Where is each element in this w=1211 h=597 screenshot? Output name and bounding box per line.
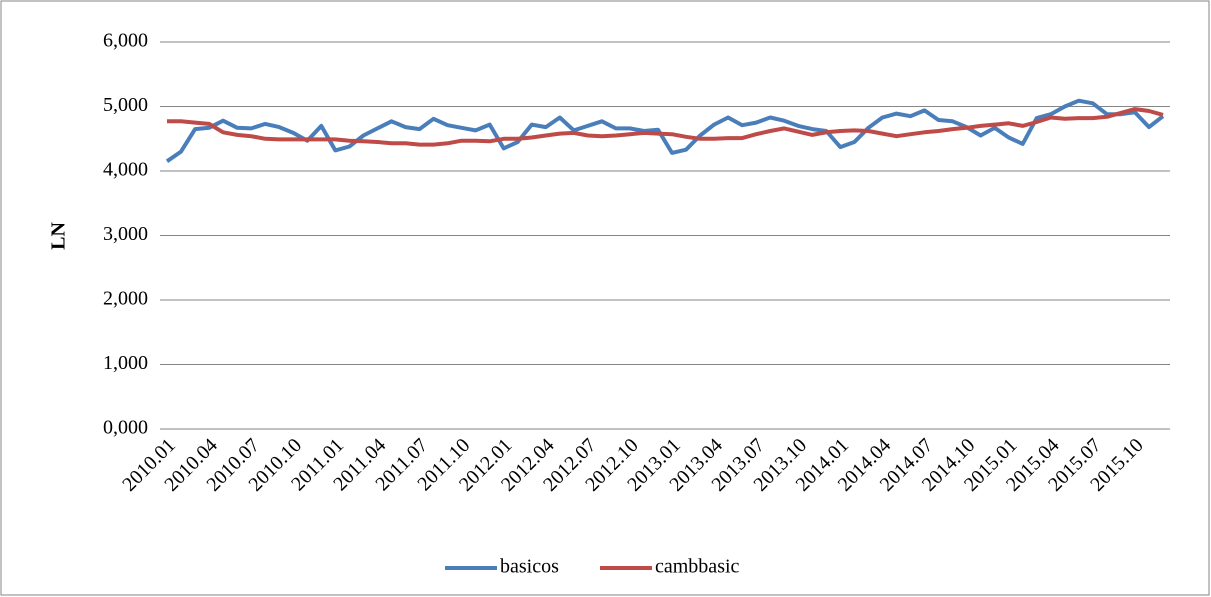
series-line xyxy=(165,98,1165,163)
y-axis-label: LN xyxy=(48,222,70,250)
series-line xyxy=(167,107,1164,147)
legend-label: basicos xyxy=(500,556,559,578)
y-tick-label: 5,000 xyxy=(103,94,148,116)
y-tick-label: 3,000 xyxy=(103,223,148,245)
y-tick-label: 6,000 xyxy=(103,30,148,52)
y-tick-label: 4,000 xyxy=(103,159,148,181)
legend-label: cambbasic xyxy=(655,556,740,578)
y-tick-label: 0,000 xyxy=(103,417,148,439)
y-tick-label: 2,000 xyxy=(103,288,148,310)
y-tick-label: 1,000 xyxy=(103,352,148,374)
